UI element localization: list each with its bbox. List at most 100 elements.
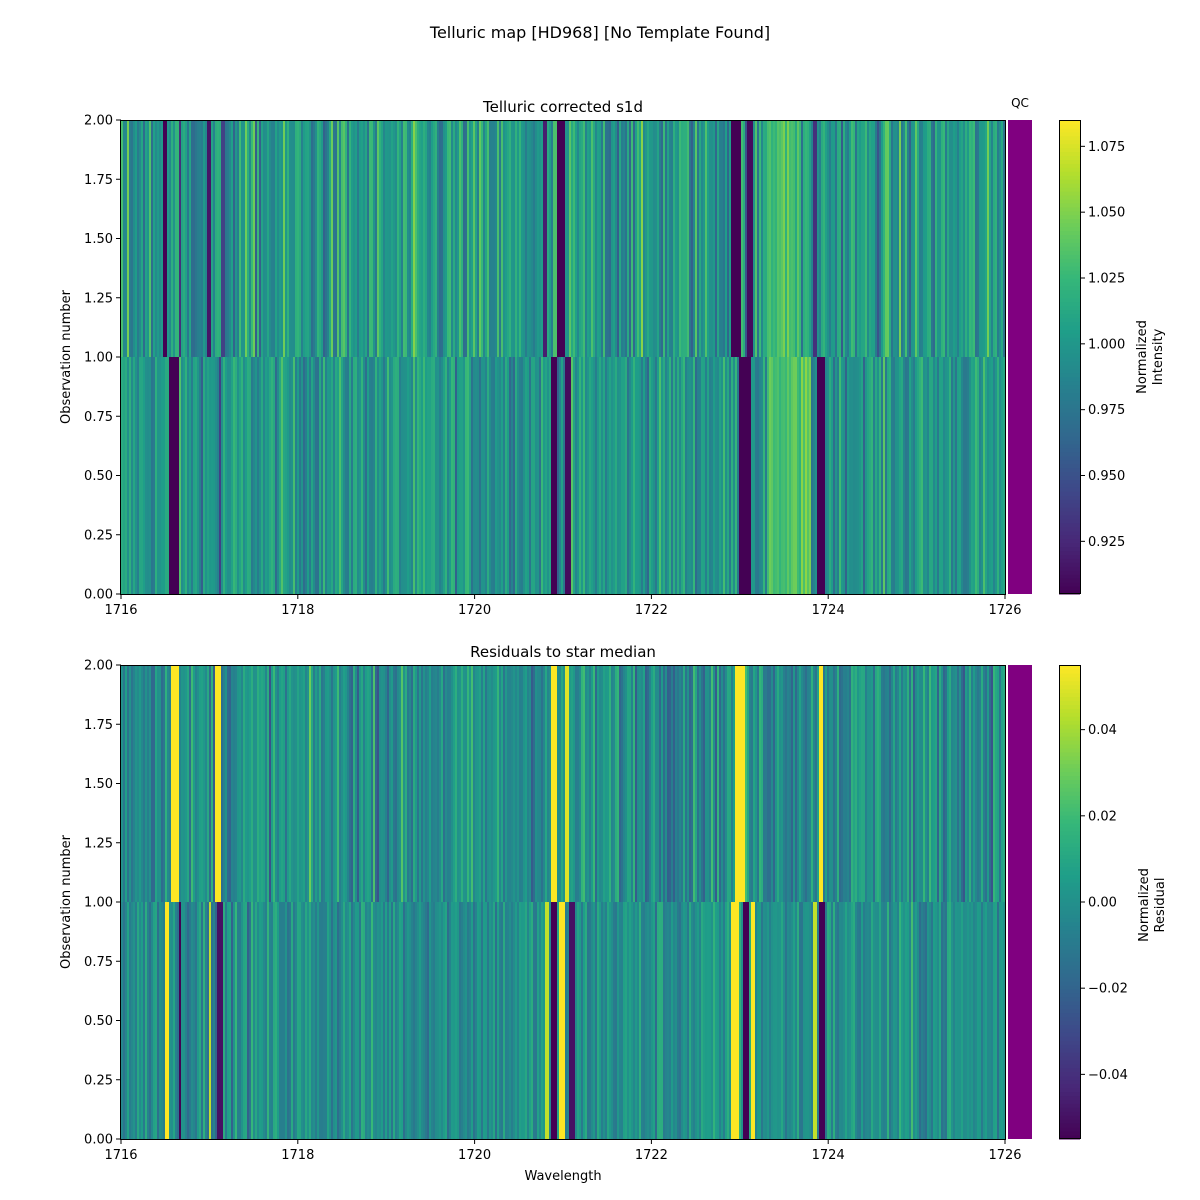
heatmap-cell bbox=[503, 120, 506, 357]
heatmap-cell bbox=[651, 902, 654, 1139]
colorbar-swatch bbox=[1059, 894, 1080, 899]
colorbar-swatch bbox=[1059, 965, 1080, 970]
heatmap-cell bbox=[585, 665, 588, 902]
heatmap-cell bbox=[323, 357, 326, 594]
heatmap-cell bbox=[745, 357, 748, 594]
heatmap-cell bbox=[987, 120, 990, 357]
heatmap-cell bbox=[981, 665, 984, 902]
heatmap-cell bbox=[723, 902, 726, 1139]
heatmap-cell bbox=[411, 357, 414, 594]
heatmap-cell bbox=[125, 120, 128, 357]
colorbar-swatch bbox=[1059, 819, 1080, 824]
heatmap-cell bbox=[367, 357, 370, 594]
heatmap-cell bbox=[379, 902, 382, 1139]
colorbar-swatch bbox=[1059, 151, 1080, 157]
heatmap-cell bbox=[131, 902, 134, 1139]
heatmap-cell bbox=[721, 665, 724, 902]
heatmap-cell bbox=[241, 120, 244, 357]
heatmap-cell bbox=[685, 120, 688, 357]
heatmap-cell bbox=[401, 120, 404, 357]
heatmap-cell bbox=[587, 120, 590, 357]
heatmap-cell bbox=[763, 357, 766, 594]
heatmap-cell bbox=[845, 120, 848, 357]
heatmap-cell bbox=[965, 665, 968, 902]
heatmap-cell bbox=[935, 902, 938, 1139]
heatmap-cell bbox=[707, 120, 710, 357]
heatmap-cell bbox=[121, 665, 124, 902]
heatmap-cell bbox=[157, 665, 160, 902]
heatmap-cell bbox=[507, 120, 510, 357]
heatmap-cell bbox=[367, 120, 370, 357]
heatmap-cell bbox=[459, 665, 462, 902]
heatmap-cell bbox=[357, 902, 360, 1139]
heatmap-cell bbox=[183, 665, 186, 902]
colorbar-swatch bbox=[1059, 696, 1080, 702]
heatmap-cell bbox=[615, 902, 618, 1139]
heatmap-cell bbox=[455, 665, 458, 902]
heatmap-cell bbox=[587, 665, 590, 902]
heatmap-cell bbox=[343, 120, 346, 357]
colorbar-label-residual: Normalized Residual bbox=[1137, 868, 1168, 942]
heatmap-cell bbox=[459, 120, 462, 357]
heatmap-cell bbox=[851, 665, 854, 902]
heatmap-cell bbox=[179, 120, 182, 357]
heatmap-cell bbox=[589, 665, 592, 902]
heatmap-cell bbox=[445, 665, 448, 902]
heatmap-cell bbox=[463, 902, 466, 1139]
heatmap-cell bbox=[593, 357, 596, 594]
colorbar-residual: −0.04−0.020.000.020.04 bbox=[1059, 665, 1128, 1140]
heatmap-cell bbox=[519, 357, 522, 594]
heatmap-cell bbox=[649, 357, 652, 594]
colorbar-swatch bbox=[1059, 1024, 1080, 1029]
colorbar-swatch bbox=[1059, 1008, 1080, 1014]
heatmap-cell bbox=[813, 902, 816, 1139]
colorbar-swatch bbox=[1059, 708, 1080, 713]
heatmap-cell bbox=[805, 902, 808, 1139]
heatmap-cell bbox=[891, 120, 894, 357]
heatmap-cell bbox=[989, 120, 992, 357]
heatmap-cell bbox=[533, 120, 536, 357]
colorbar-swatch bbox=[1059, 1103, 1080, 1108]
heatmap-cell bbox=[157, 120, 160, 357]
heatmap-cell bbox=[971, 665, 974, 902]
heatmap-cell bbox=[203, 665, 206, 902]
heatmap-cell bbox=[169, 665, 172, 902]
heatmap-cell bbox=[851, 120, 854, 357]
heatmap-cell bbox=[325, 120, 328, 357]
heatmap-cell bbox=[789, 902, 792, 1139]
heatmap-cell bbox=[185, 665, 188, 902]
heatmap-cell bbox=[669, 902, 672, 1139]
heatmap-cell bbox=[417, 357, 420, 594]
heatmap-cell bbox=[451, 120, 454, 357]
heatmap-cell bbox=[373, 665, 376, 902]
heatmap-cell bbox=[369, 665, 372, 902]
heatmap-cell bbox=[661, 120, 664, 357]
heatmap-cell bbox=[971, 357, 974, 594]
heatmap-cell bbox=[455, 120, 458, 357]
heatmap-cell bbox=[443, 357, 446, 594]
heatmap-cell bbox=[827, 357, 830, 594]
heatmap-cell bbox=[721, 902, 724, 1139]
heatmap-cell bbox=[193, 120, 196, 357]
heatmap-cell bbox=[625, 902, 628, 1139]
heatmap-cell bbox=[743, 902, 746, 1139]
heatmap-cell bbox=[931, 902, 934, 1139]
heatmap-cell bbox=[205, 357, 208, 594]
colorbar-swatch bbox=[1059, 550, 1080, 555]
heatmap-cell bbox=[527, 665, 530, 902]
heatmap-cell bbox=[287, 902, 290, 1139]
heatmap-cell bbox=[249, 357, 252, 594]
y-ticks-top: 0.000.250.500.751.001.251.501.752.00 bbox=[84, 114, 121, 603]
heatmap-cell bbox=[245, 120, 248, 357]
heatmap-cell bbox=[967, 120, 970, 357]
colorbar-swatch bbox=[1059, 167, 1080, 172]
colorbar-swatch bbox=[1059, 1131, 1080, 1136]
y-tick-label: 2.00 bbox=[84, 659, 113, 674]
colorbar-swatch bbox=[1059, 507, 1080, 512]
heatmap-cell bbox=[523, 120, 526, 357]
colorbar-swatch bbox=[1059, 913, 1080, 919]
heatmap-cell bbox=[243, 357, 246, 594]
heatmap-cell bbox=[935, 665, 938, 902]
heatmap-cell bbox=[801, 665, 804, 902]
